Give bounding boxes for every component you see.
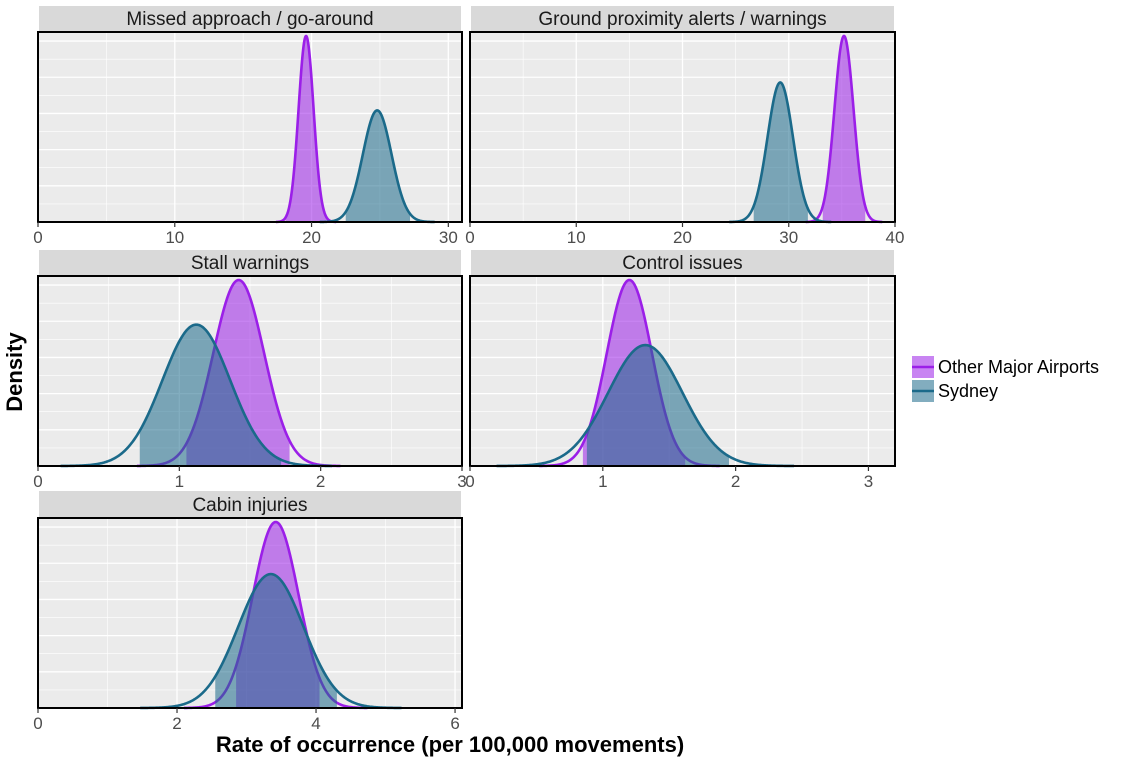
density-fill-sydney — [753, 82, 808, 222]
density-line-sydney — [140, 572, 402, 710]
gridlines — [470, 32, 895, 222]
density-line-sydney — [60, 323, 332, 468]
legend: Other Major Airports Sydney — [912, 356, 1099, 402]
panel-ground-proximity-alerts-warnings: Ground proximity alerts / warnings 0 10 20 3… — [465, 6, 904, 247]
x-tick-label: 0 — [465, 472, 474, 491]
x-tick-label: 2 — [731, 472, 740, 491]
panel-border — [37, 517, 463, 709]
density-fill-sydney — [345, 110, 411, 222]
panel-title: Missed approach / go-around — [126, 9, 373, 30]
strip-background — [39, 6, 461, 32]
x-tick-label: 0 — [465, 228, 474, 247]
panel-title: Stall warnings — [191, 253, 309, 274]
x-tick-label: 1 — [598, 472, 607, 491]
panel-border — [37, 31, 463, 223]
panel-title: Control issues — [622, 253, 742, 274]
x-axis-title: Rate of occurrence (per 100,000 movement… — [216, 732, 684, 757]
density-line-sydney — [729, 81, 832, 224]
legend-label: Other Major Airports — [938, 357, 1099, 377]
density-line-other-major-airports — [805, 34, 883, 224]
x-tick-label: 10 — [567, 228, 586, 247]
x-tick-label: 0 — [33, 714, 42, 733]
panel-border — [469, 275, 896, 467]
panel-control-issues: Control issues 0 1 2 3 — [465, 250, 896, 491]
density-fill-sydney — [139, 324, 282, 466]
x-tick-label: 30 — [779, 228, 798, 247]
density-fill-sydney — [586, 345, 729, 466]
x-tick-label: 30 — [439, 228, 458, 247]
x-tick-label: 3 — [457, 472, 466, 491]
panel-title: Cabin injuries — [192, 495, 307, 516]
x-tick-label: 2 — [316, 472, 325, 491]
density-line-sydney — [319, 109, 435, 224]
panel-cabin-injuries: Cabin injuries 0 2 4 6 — [33, 491, 463, 733]
density-fill-sydney — [215, 574, 337, 708]
strip-background — [39, 491, 461, 518]
x-tick-label: 6 — [450, 714, 459, 733]
x-tick-label: 0 — [33, 472, 42, 491]
panel-title: Ground proximity alerts / warnings — [538, 9, 826, 30]
x-tick-label: 0 — [33, 228, 42, 247]
strip-background — [39, 250, 461, 276]
strip-background — [471, 6, 894, 32]
density-line-other-major-airports — [275, 34, 337, 224]
x-tick-label: 20 — [673, 228, 692, 247]
x-tick-label: 10 — [165, 228, 184, 247]
x-tick-label: 4 — [311, 714, 320, 733]
panel-border — [37, 275, 463, 467]
x-tick-label: 40 — [886, 228, 905, 247]
legend-label: Sydney — [938, 381, 998, 401]
density-line-sydney — [496, 343, 795, 468]
density-fill-other-major-airports — [285, 36, 327, 222]
x-tick-label: 2 — [172, 714, 181, 733]
density-fill-other-major-airports — [822, 36, 866, 222]
panel-stall-warnings: Stall warnings 0 1 2 3 — [33, 250, 467, 491]
y-axis-title: Density — [2, 332, 27, 412]
strip-background — [471, 250, 894, 276]
x-tick-label: 20 — [302, 228, 321, 247]
x-tick-label: 1 — [175, 472, 184, 491]
x-tick-label: 3 — [864, 472, 873, 491]
panel-missed-approach-go-around: Missed approach / go-around 0 10 20 30 — [33, 6, 463, 247]
